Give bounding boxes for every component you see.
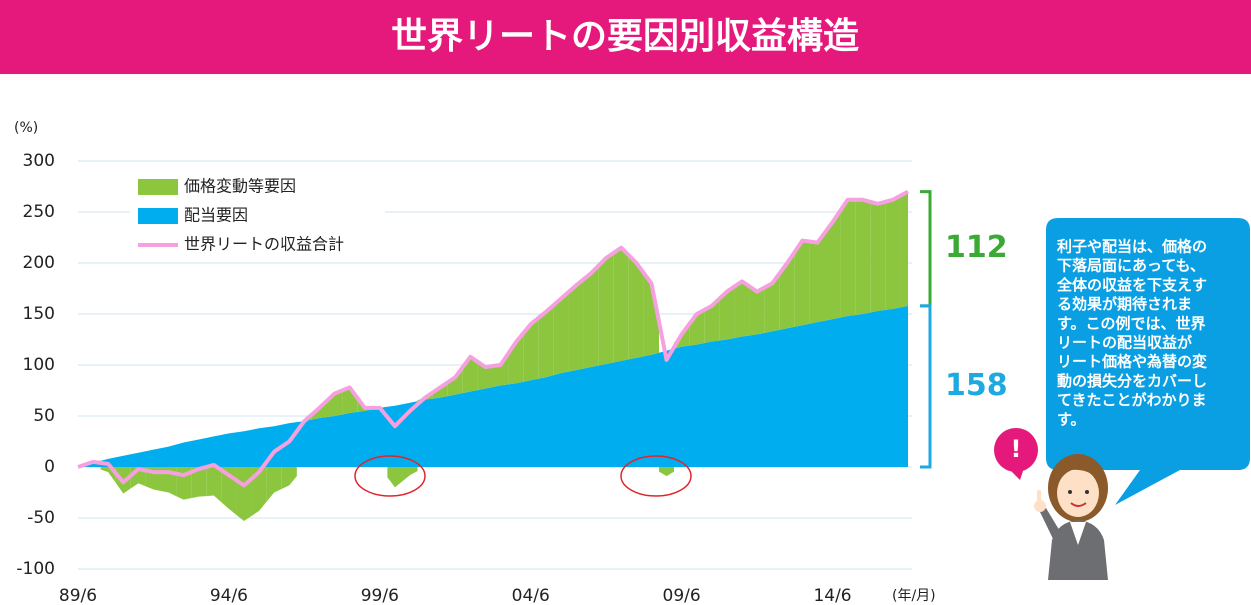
y-tick-label: 100 [23, 355, 55, 375]
callout-text: 全体の収益を下支えす [1056, 276, 1207, 294]
price-factor [825, 210, 841, 321]
price-factor [643, 273, 659, 357]
price-factor [794, 240, 810, 327]
x-tick-label: 89/6 [59, 586, 97, 605]
callout-text: リートの配当収益が [1057, 334, 1193, 352]
y-tick-label: 50 [33, 406, 55, 426]
chart-title: 世界リートの要因別収益構造 [391, 16, 859, 57]
price-factor [568, 279, 584, 372]
price-factor [809, 232, 825, 324]
presenter-figure [1034, 454, 1108, 580]
callout-text: す。 [1057, 410, 1086, 428]
y-tick-label: 150 [23, 304, 55, 324]
x-unit: (年/月) [892, 588, 936, 604]
price-factor [749, 286, 765, 336]
callout-bubble [1046, 218, 1250, 505]
price-factor [462, 356, 478, 394]
callout-text: 利子や配当は、価格の [1057, 238, 1207, 256]
dividend-area [78, 305, 908, 467]
price-factor [206, 467, 222, 503]
price-factor [613, 247, 629, 363]
price-factor [191, 467, 207, 499]
price-factor [689, 309, 705, 346]
price-factor [281, 467, 297, 489]
legend-label: 配当要因 [184, 206, 248, 225]
price-factor [885, 195, 901, 310]
dividend-value-label: 158 [945, 368, 1008, 403]
price-factor [538, 305, 554, 379]
alert-badge [994, 428, 1038, 472]
callout-text: 動の損失分をカバーし [1057, 372, 1207, 390]
highlight-ellipse [620, 455, 692, 497]
price-factor [628, 255, 644, 360]
alert-icon: ! [1011, 435, 1022, 463]
price-factor [764, 273, 780, 333]
callout-text: リート価格や為替の変 [1057, 353, 1207, 371]
y-tick-label: 200 [23, 253, 55, 273]
price-factor [734, 281, 750, 338]
total-line [77, 189, 909, 488]
price-factor [236, 467, 252, 522]
plot: -100 -50 0 50 100 150 200 250 300 89/6 94/6 99/6 04/… [16, 151, 1007, 605]
highlight-ellipse [354, 455, 426, 497]
alert-badge-tail [1008, 468, 1024, 480]
price-factor [870, 201, 886, 313]
legend-swatch [138, 179, 178, 195]
x-tick-label: 99/6 [361, 586, 399, 605]
price-factor [598, 252, 614, 366]
y-tick-label: 300 [23, 151, 55, 171]
dividend-bracket [920, 304, 932, 469]
price-factor [659, 467, 675, 477]
title-bar [0, 0, 1251, 74]
price-factor [840, 199, 856, 318]
callout-text: す。この例では、世界 [1057, 314, 1206, 332]
price-factor [251, 467, 267, 516]
x-tick-label: 09/6 [663, 586, 701, 605]
callout-text: 下落局面にあっても、 [1057, 257, 1205, 275]
price-value-label: 112 [945, 230, 1008, 265]
y-unit: (%) [14, 120, 38, 136]
x-tick-label: 94/6 [210, 586, 248, 605]
price-factor [387, 467, 403, 488]
price-factor [477, 361, 493, 390]
legend-swatch [138, 208, 178, 224]
y-tick-label: 0 [44, 457, 55, 477]
price-factor [855, 199, 871, 316]
callout-text: る効果が期待されま [1057, 295, 1192, 313]
price-factor [266, 467, 282, 502]
price-factor [508, 333, 524, 385]
x-tick-label: 14/6 [813, 586, 851, 605]
y-tick-label: -100 [16, 559, 55, 579]
y-tick-label: -50 [27, 508, 55, 528]
x-tick-label: 04/6 [512, 586, 550, 605]
price-factor [553, 292, 569, 376]
y-tick-label: 250 [23, 202, 55, 222]
price-bracket [920, 190, 932, 308]
price-factor [583, 265, 599, 369]
callout-text: てきたことがわかりま [1057, 391, 1207, 409]
price-factor [900, 191, 908, 308]
price-factor [523, 318, 539, 382]
legend-label: 価格変動等要因 [184, 177, 296, 196]
price-factor [719, 286, 735, 341]
legend-label: 世界リートの収益合計 [184, 235, 344, 254]
price-factor [402, 467, 418, 482]
decorations: ! 利子や配当は、価格の下落局面にあっても、全体の収益を下支えする効果が期待され… [354, 218, 1250, 580]
